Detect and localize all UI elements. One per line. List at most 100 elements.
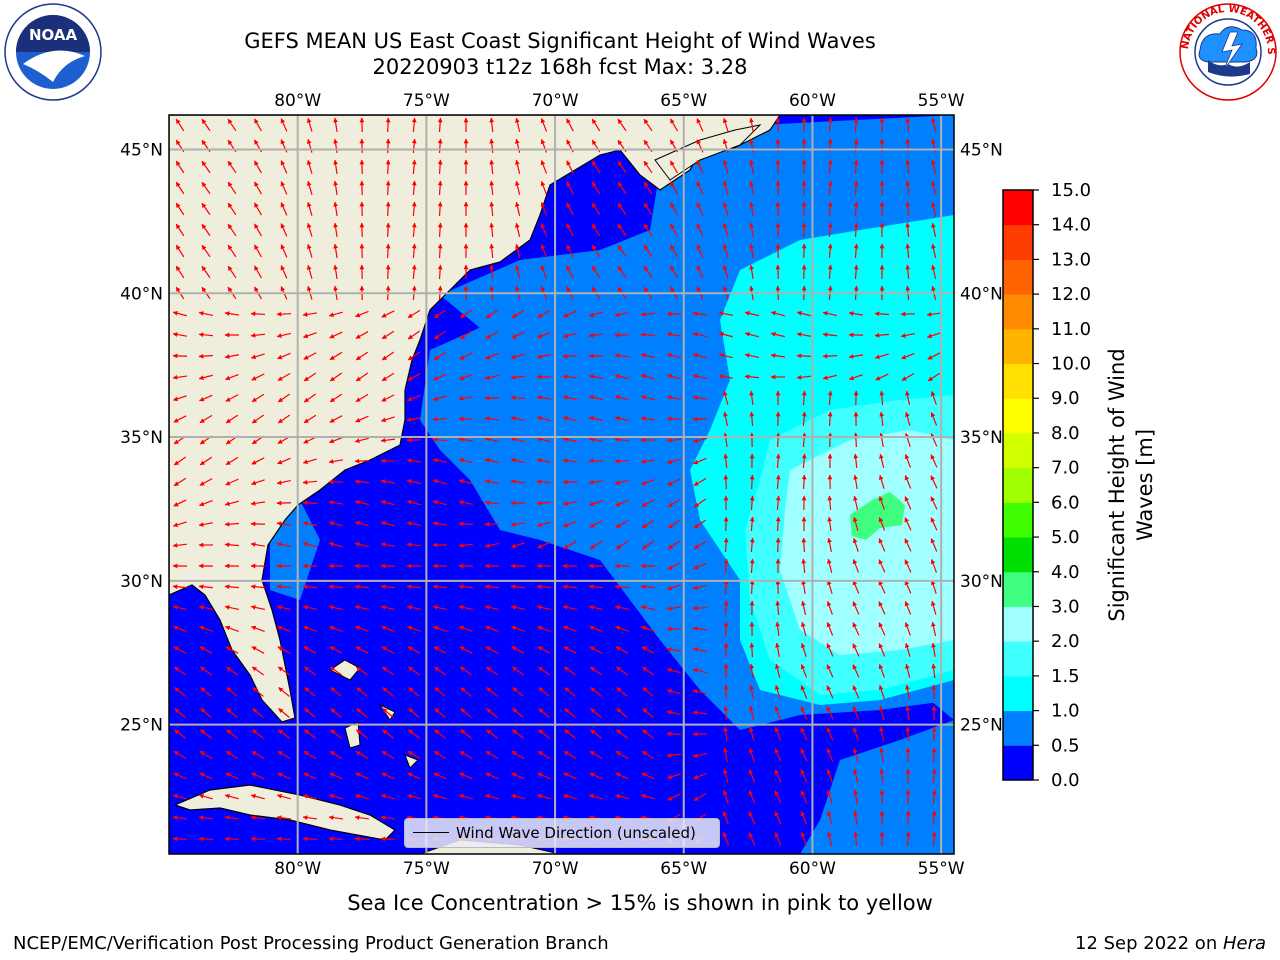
colorbar-tick-label: 2.0	[1051, 631, 1080, 652]
wave-direction-arrow	[879, 432, 884, 447]
wave-direction-arrow	[198, 836, 214, 842]
wave-direction-arrow	[666, 773, 681, 780]
wave-direction-arrow	[827, 432, 833, 448]
wave-direction-arrow	[406, 417, 421, 422]
wave-direction-arrow	[588, 584, 604, 590]
wave-direction-arrow	[226, 687, 238, 697]
wave-direction-arrow	[826, 789, 833, 804]
wave-direction-arrow	[588, 311, 603, 318]
wave-direction-arrow	[458, 605, 473, 611]
wave-direction-arrow	[385, 222, 391, 238]
wave-direction-arrow	[437, 264, 443, 280]
wave-direction-arrow	[666, 688, 681, 695]
wave-direction-arrow	[723, 684, 729, 700]
wave-direction-arrow	[253, 202, 263, 216]
wave-direction-arrow	[614, 394, 629, 401]
wave-direction-arrow	[775, 243, 781, 259]
wave-direction-arrow	[224, 836, 240, 842]
wave-direction-arrow	[852, 580, 860, 594]
wave-direction-arrow	[874, 353, 889, 360]
wave-direction-arrow	[354, 815, 370, 821]
wave-direction-arrow	[253, 118, 263, 132]
wave-direction-arrow	[774, 832, 782, 846]
wave-direction-arrow	[564, 708, 576, 718]
wave-direction-arrow	[407, 646, 421, 654]
wave-direction-arrow	[250, 501, 266, 506]
wave-direction-arrow	[774, 705, 781, 720]
wave-direction-arrow	[693, 562, 707, 570]
colorbar-segment	[1003, 224, 1033, 260]
wave-direction-arrow	[800, 727, 808, 741]
wave-direction-arrow	[510, 625, 525, 632]
wave-direction-arrow	[536, 625, 551, 632]
wave-direction-arrow	[666, 416, 682, 422]
wave-direction-arrow	[354, 836, 370, 842]
wave-band-2-3	[780, 430, 954, 655]
wave-direction-arrow	[432, 625, 447, 632]
wave-direction-arrow	[385, 159, 391, 175]
wave-direction-arrow	[381, 646, 395, 654]
wave-direction-arrow	[905, 726, 911, 742]
colorbar-tick-label: 7.0	[1051, 458, 1080, 479]
wave-direction-arrow	[723, 453, 729, 469]
wave-direction-arrow	[640, 479, 655, 486]
colorbar-segment	[1003, 710, 1033, 746]
wave-direction-arrow	[749, 411, 755, 427]
wave-direction-arrow	[826, 685, 834, 699]
wave-direction-arrow	[566, 118, 574, 132]
wave-direction-arrow	[380, 605, 395, 611]
wave-direction-arrow	[931, 201, 937, 216]
wave-direction-arrow	[329, 331, 343, 339]
wave-direction-arrow	[173, 646, 187, 654]
wave-direction-arrow	[848, 354, 864, 359]
wave-direction-arrow	[251, 772, 265, 780]
wave-direction-arrow	[591, 223, 601, 237]
wave-direction-arrow	[692, 395, 708, 401]
wave-direction-arrow	[437, 138, 443, 154]
wave-direction-arrow	[276, 479, 291, 485]
wave-direction-arrow	[276, 311, 292, 317]
wave-direction-arrow	[433, 666, 447, 676]
wave-direction-arrow	[878, 643, 886, 657]
wave-direction-arrow	[642, 708, 654, 718]
colorbar-tick-label: 14.0	[1051, 215, 1091, 236]
wave-direction-arrow	[591, 244, 601, 258]
wave-direction-arrow	[640, 459, 655, 464]
wave-direction-arrow	[536, 500, 552, 506]
wave-direction-arrow	[827, 390, 833, 406]
colorbar-segment	[1003, 328, 1033, 365]
wave-direction-arrow	[693, 519, 707, 529]
wave-direction-arrow	[692, 731, 708, 737]
lon-tick-label-bottom: 60°W	[789, 859, 836, 879]
wave-direction-arrow	[354, 605, 369, 611]
wave-direction-arrow	[614, 311, 629, 317]
wave-direction-arrow	[696, 244, 704, 258]
wave-direction-arrow	[874, 332, 890, 338]
wave-direction-arrow	[723, 474, 729, 490]
wave-direction-arrow	[302, 541, 317, 548]
wave-direction-arrow	[437, 201, 443, 217]
wave-direction-arrow	[878, 495, 885, 510]
wave-direction-arrow	[718, 353, 733, 359]
wave-direction-arrow	[666, 437, 682, 443]
wave-direction-arrow	[614, 625, 629, 632]
wave-direction-arrow	[485, 666, 499, 676]
wave-direction-arrow	[306, 117, 313, 132]
wave-direction-arrow	[853, 201, 859, 217]
wave-direction-arrow	[875, 373, 889, 381]
noaa-logo-icon: NOAA	[4, 3, 102, 101]
wave-direction-arrow	[175, 202, 185, 216]
wave-direction-arrow	[381, 351, 395, 361]
wave-direction-arrow	[354, 542, 369, 548]
wave-direction-arrow	[640, 332, 656, 338]
wave-direction-arrow	[302, 836, 318, 842]
wave-direction-arrow	[641, 750, 655, 760]
wave-direction-arrow	[879, 453, 885, 468]
lat-tick-label-right: 40°N	[960, 284, 1003, 304]
wave-direction-arrow	[333, 222, 338, 238]
wave-direction-arrow	[172, 836, 188, 842]
wave-direction-arrow	[749, 243, 754, 259]
wave-direction-arrow	[827, 138, 833, 154]
wave-direction-arrow	[407, 351, 421, 361]
wave-direction-arrow	[276, 605, 291, 611]
